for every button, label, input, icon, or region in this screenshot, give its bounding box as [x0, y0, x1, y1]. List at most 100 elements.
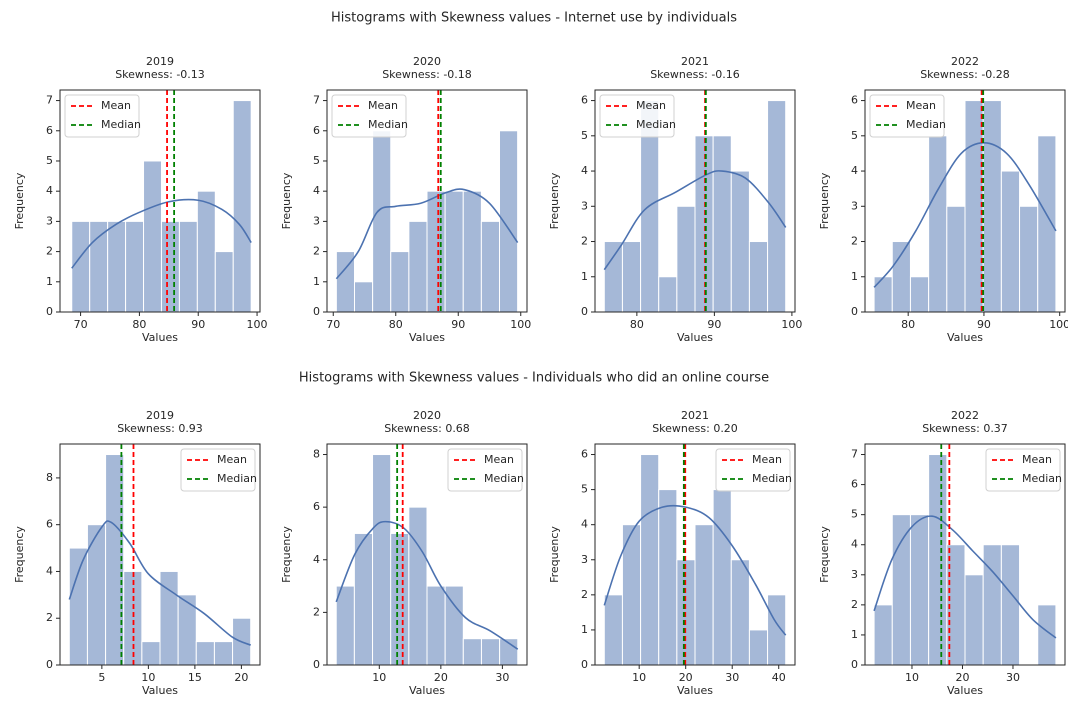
x-tick-label: 30	[1006, 671, 1020, 684]
y-tick-label: 1	[851, 628, 858, 641]
y-tick-label: 1	[313, 275, 320, 288]
bar	[178, 220, 198, 313]
bar	[125, 220, 145, 313]
y-tick-label: 0	[581, 658, 588, 671]
y-tick-label: 3	[581, 199, 588, 212]
x-axis-label: Values	[677, 331, 713, 344]
bar	[676, 205, 696, 313]
bar	[195, 641, 215, 666]
y-tick-label: 1	[46, 275, 53, 288]
legend: Mean Median	[447, 448, 524, 492]
kde-curve	[335, 520, 519, 650]
bar	[946, 205, 966, 313]
x-tick-label: 10	[905, 671, 919, 684]
y-axis-label: Frequency	[13, 172, 26, 229]
bar	[767, 594, 787, 666]
axes-frame	[594, 443, 796, 666]
legend-label: Median	[636, 118, 676, 131]
bar	[982, 544, 1002, 666]
legend-label: Median	[484, 472, 524, 485]
bar	[748, 241, 769, 313]
kde-curve	[603, 504, 787, 636]
kde-curve	[68, 520, 252, 646]
y-tick-label: 1	[581, 623, 588, 636]
x-tick-label: 80	[389, 318, 403, 331]
bar	[730, 170, 750, 313]
y-tick-label: 4	[46, 564, 53, 577]
bar	[982, 100, 1002, 313]
y-tick-label: 0	[46, 658, 53, 671]
y-tick-label: 6	[581, 94, 588, 107]
chart-title: 2019	[146, 409, 174, 422]
axes-frame	[864, 443, 1066, 666]
bar	[444, 585, 464, 666]
y-axis-label: Frequency	[548, 526, 561, 583]
bar	[928, 135, 948, 313]
kde-curve	[873, 515, 1057, 639]
figure-title: Histograms with Skewness values - Indivi…	[299, 371, 769, 386]
bar	[873, 604, 893, 666]
y-tick-label: 2	[581, 235, 588, 248]
x-tick-label: 70	[326, 318, 340, 331]
chart-subtitle: Skewness: 0.20	[652, 422, 738, 435]
y-tick-label: 3	[46, 214, 53, 227]
y-tick-label: 2	[313, 245, 320, 258]
chart-subtitle: Skewness: -0.16	[650, 68, 740, 81]
kde-curve	[71, 198, 252, 269]
y-tick-label: 3	[581, 553, 588, 566]
y-tick-label: 2	[851, 235, 858, 248]
x-axis-label: Values	[142, 331, 178, 344]
chart-subtitle: Skewness: 0.93	[117, 422, 203, 435]
bar	[658, 276, 678, 313]
chart-title: 2021	[681, 409, 709, 422]
legend-label: Mean	[752, 453, 782, 466]
y-tick-label: 5	[581, 129, 588, 142]
bar	[767, 100, 787, 313]
legend-label: Median	[368, 118, 408, 131]
y-tick-label: 5	[851, 508, 858, 521]
x-axis-label: Values	[947, 684, 983, 697]
legend-label: Median	[1022, 472, 1062, 485]
bar	[107, 220, 127, 313]
x-tick-label: 10	[141, 671, 155, 684]
y-tick-label: 5	[46, 154, 53, 167]
x-tick-label: 10	[632, 671, 646, 684]
x-tick-label: 100	[1049, 318, 1068, 331]
x-tick-label: 90	[707, 318, 721, 331]
y-tick-label: 2	[851, 598, 858, 611]
chart-title: 2020	[413, 409, 441, 422]
bar	[232, 100, 252, 313]
y-tick-label: 0	[313, 305, 320, 318]
legend-label: Mean	[636, 99, 666, 112]
bar	[480, 220, 500, 313]
legend-label: Median	[752, 472, 792, 485]
bar	[390, 532, 410, 666]
chart-subtitle: Skewness: 0.37	[922, 422, 1008, 435]
y-tick-label: 3	[851, 568, 858, 581]
x-tick-label: 30	[495, 671, 509, 684]
x-tick-label: 70	[74, 318, 88, 331]
bar	[480, 638, 501, 666]
bar	[621, 241, 642, 313]
chart-subtitle: Skewness: -0.18	[382, 68, 472, 81]
y-tick-label: 2	[46, 611, 53, 624]
y-tick-label: 2	[581, 588, 588, 601]
axes-frame	[326, 89, 528, 313]
legend: Mean Median	[869, 94, 946, 138]
legend-label: Mean	[906, 99, 936, 112]
bar	[143, 160, 162, 313]
legend-label: Mean	[101, 99, 131, 112]
legend: Mean Median	[985, 448, 1062, 492]
chart-title: 2022	[951, 409, 979, 422]
y-axis-label: Frequency	[548, 172, 561, 229]
x-tick-label: 40	[772, 671, 786, 684]
legend-label: Mean	[484, 453, 514, 466]
bar	[408, 220, 428, 313]
y-tick-label: 1	[851, 270, 858, 283]
x-axis-label: Values	[409, 684, 445, 697]
x-tick-label: 90	[451, 318, 465, 331]
chart-subtitle: Skewness: -0.28	[920, 68, 1010, 81]
bar	[462, 638, 482, 666]
y-tick-label: 2	[313, 605, 320, 618]
y-axis-label: Frequency	[818, 172, 831, 229]
